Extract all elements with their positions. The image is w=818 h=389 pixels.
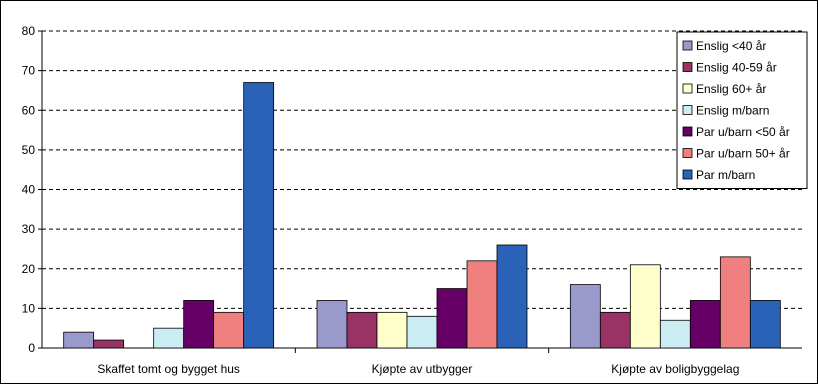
bar-6-1 [213,311,245,349]
bar-2-2 [346,311,378,349]
bar-1-1 [63,331,95,349]
y-tick-label: 10 [22,301,36,315]
bar-7-2 [496,244,528,349]
legend-label: Enslig 60+ år [696,82,766,96]
bar-7-3 [749,300,781,349]
bar-2-3 [599,311,631,349]
bar-5-2 [436,288,468,349]
legend-label: Enslig 40-59 år [696,61,777,75]
y-tick-label: 20 [22,262,36,276]
legend-swatch [682,126,693,137]
bar-1-3 [569,284,601,349]
bar-6-3 [719,256,751,349]
y-tick-label: 40 [22,183,36,197]
gridlines [42,30,802,309]
legend-label: Par m/barn [696,168,755,182]
bar-3-3 [629,264,661,349]
x-category-label: Kjøpte av utbygger [372,362,473,376]
legend-swatch [682,148,693,158]
y-tick-label: 30 [22,222,36,236]
y-tick-label: 0 [28,341,35,355]
bar-4-3 [659,319,691,349]
x-category-label: Kjøpte av boligbyggelag [611,362,739,376]
bar-3-2 [376,311,408,349]
legend-label: Enslig m/barn [696,104,769,118]
legend-swatch [682,40,693,51]
bar-6-2 [466,260,498,349]
y-tick-label: 50 [22,143,36,157]
legend-swatch [682,83,693,94]
bar-4-2 [406,315,438,349]
y-tick-label: 60 [22,103,36,117]
bars [63,82,781,349]
bar-1-2 [316,300,348,349]
legend-box [676,31,808,189]
bar-7-1 [243,82,275,349]
legend: Enslig <40 år Enslig 40-59 år Enslig 60+ å… [676,31,808,189]
bar-5-3 [689,300,721,349]
legend-label: Enslig <40 år [696,39,766,53]
x-category-label: Skaffet tomt og bygget hus [97,362,240,376]
legend-label: Par u/barn 50+ år [696,147,790,161]
bar-4-1 [153,327,185,349]
bar-5-1 [183,300,215,349]
legend-swatch [682,62,693,72]
legend-swatch [682,169,693,180]
y-tick-label: 80 [22,24,36,38]
y-tick-label: 70 [22,64,36,78]
legend-label: Par u/barn <50 år [696,125,790,139]
legend-swatch [682,105,693,115]
bar-2-1 [93,339,125,349]
